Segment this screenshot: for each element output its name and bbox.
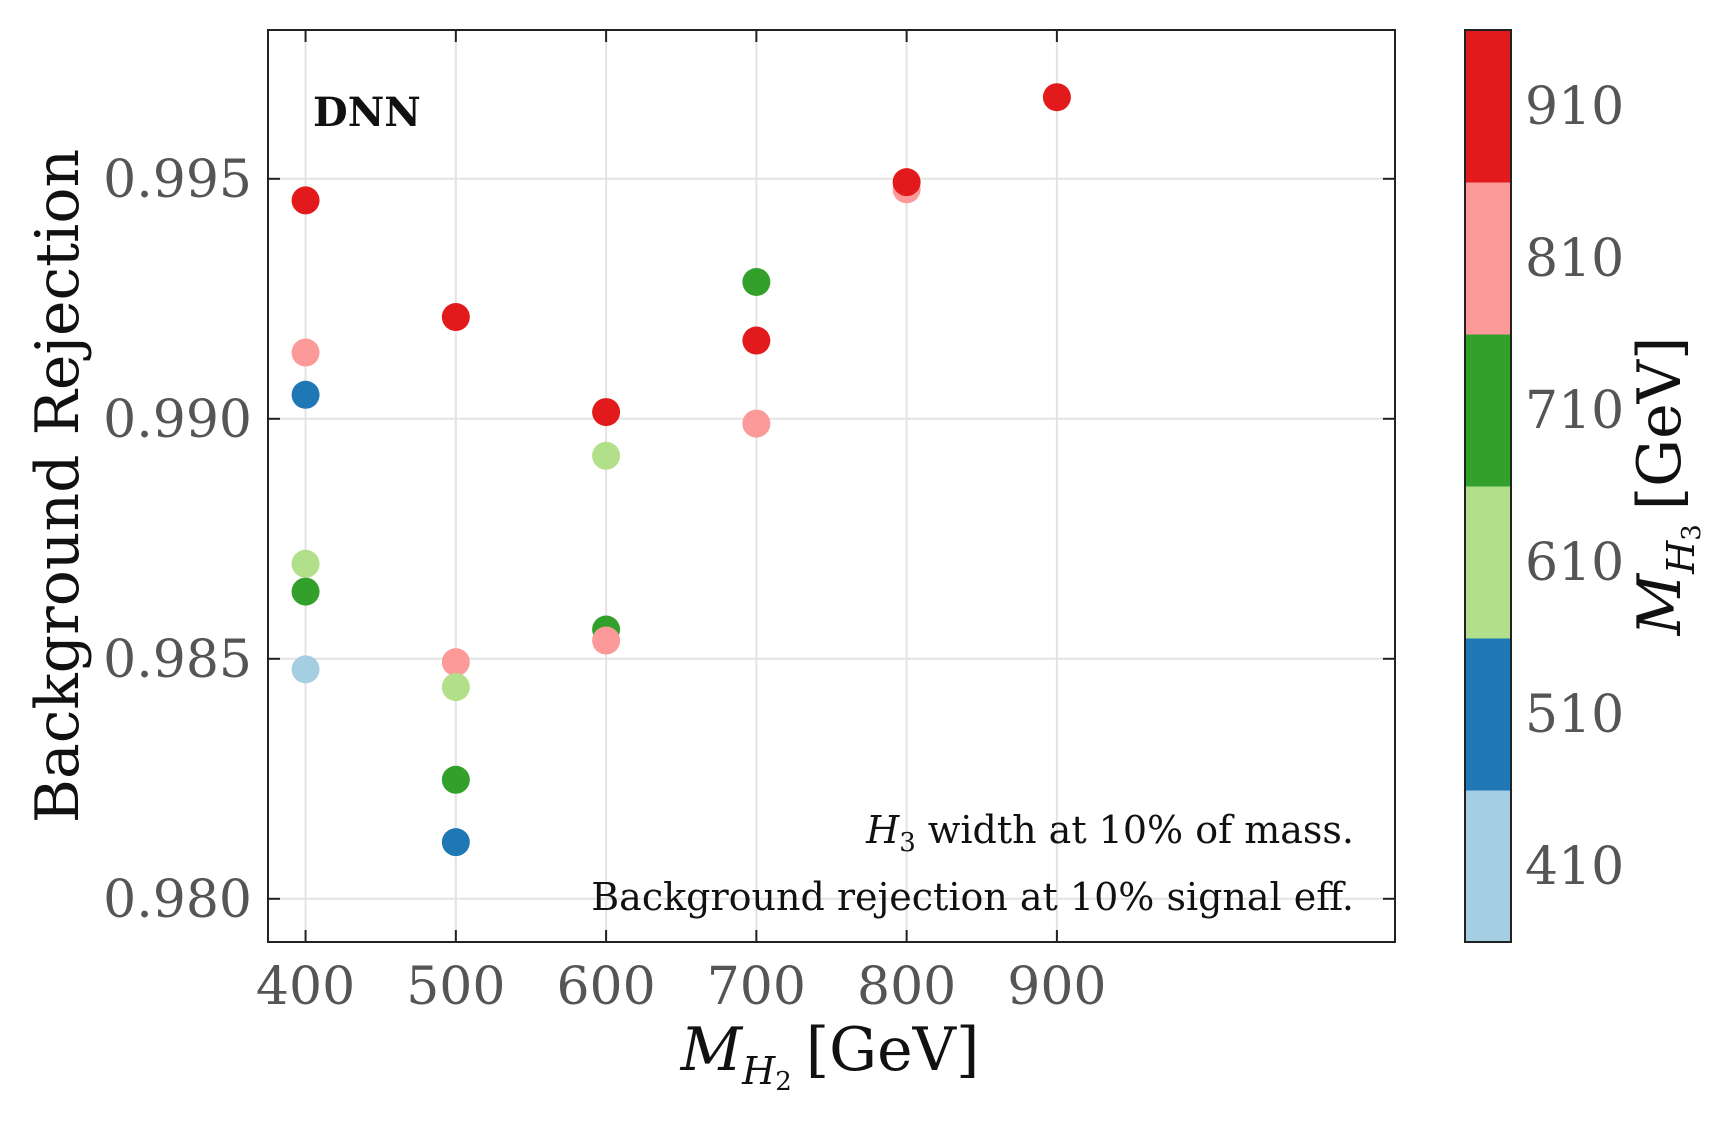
x-tick-label: 400 xyxy=(256,957,355,1017)
data-point xyxy=(291,380,320,409)
x-tick-label: 600 xyxy=(556,957,655,1017)
colorbar-tick-label: 710 xyxy=(1525,381,1624,441)
colorbar-segment xyxy=(1465,334,1511,487)
colorbar-tick-label: 610 xyxy=(1525,533,1624,593)
colorbar-title-unit: [GeV] xyxy=(1625,337,1695,511)
colorbar-segment xyxy=(1465,30,1511,183)
annotation-line-1-text: width at 10% of mass. xyxy=(916,808,1354,852)
x-tick-label: 700 xyxy=(707,957,806,1017)
colorbar-tick-label: 810 xyxy=(1525,229,1624,289)
y-tick-label: 0.985 xyxy=(103,630,252,690)
colorbar-segment xyxy=(1465,638,1511,791)
data-point xyxy=(1042,83,1071,112)
data-point xyxy=(592,398,621,427)
data-point xyxy=(291,549,320,578)
annotation-h-symbol: H xyxy=(865,808,900,852)
data-point xyxy=(742,268,771,296)
data-point xyxy=(291,577,320,606)
y-axis-title: Background Rejection xyxy=(23,149,93,823)
data-point xyxy=(592,441,621,470)
data-point xyxy=(291,186,320,215)
colorbar-title: MH3 [GeV] xyxy=(1625,337,1707,637)
colorbar-title-subsubscript: 3 xyxy=(1677,524,1707,541)
data-point xyxy=(441,673,470,702)
annotation-line-2: Background rejection at 10% signal eff. xyxy=(591,875,1354,919)
colorbar-title-subscript: H xyxy=(1659,540,1703,575)
x-axis-title: MH2 [GeV] xyxy=(680,1015,980,1097)
plot-frame xyxy=(267,29,1396,943)
data-point xyxy=(892,168,921,197)
colorbar-segment xyxy=(1465,182,1511,335)
x-axis-title-subscript: H xyxy=(741,1049,776,1093)
x-axis-title-unit: [GeV] xyxy=(806,1015,980,1085)
annotation-h-subscript: 3 xyxy=(899,828,916,858)
data-point xyxy=(592,626,621,655)
x-axis-title-subsubscript: 2 xyxy=(775,1067,792,1097)
panel-label: DNN xyxy=(313,89,421,136)
x-tick-label: 800 xyxy=(857,957,956,1017)
annotation-line-1: H3 width at 10% of mass. xyxy=(865,808,1354,858)
data-points xyxy=(291,83,1071,857)
data-point xyxy=(441,648,470,677)
y-tick-label: 0.990 xyxy=(103,390,252,450)
data-point xyxy=(441,765,470,794)
data-point xyxy=(742,326,771,355)
data-point xyxy=(441,828,470,857)
colorbar-title-symbol: M xyxy=(1625,572,1695,636)
x-tick-label: 900 xyxy=(1007,957,1106,1017)
data-point xyxy=(291,655,320,684)
colorbar-segment xyxy=(1465,790,1511,943)
colorbar-segment xyxy=(1465,486,1511,639)
axis-ticks: 400 500 600 700 800 900 0.980 0.985 0.990 0.995 xyxy=(103,30,1395,1017)
colorbar-tick-label: 910 xyxy=(1525,77,1624,137)
x-axis-title-symbol: M xyxy=(680,1015,744,1085)
data-point xyxy=(291,338,320,367)
colorbar-tick-label: 510 xyxy=(1525,685,1624,745)
y-tick-label: 0.980 xyxy=(103,870,252,930)
colorbar-frame xyxy=(1464,29,1512,943)
colorbar: 410 510 610 710 810 910 xyxy=(1465,30,1624,943)
colorbar-tick-label: 410 xyxy=(1525,837,1624,897)
data-point xyxy=(441,303,470,332)
y-tick-label: 0.995 xyxy=(103,150,252,210)
data-point xyxy=(742,409,771,438)
x-tick-label: 500 xyxy=(406,957,505,1017)
